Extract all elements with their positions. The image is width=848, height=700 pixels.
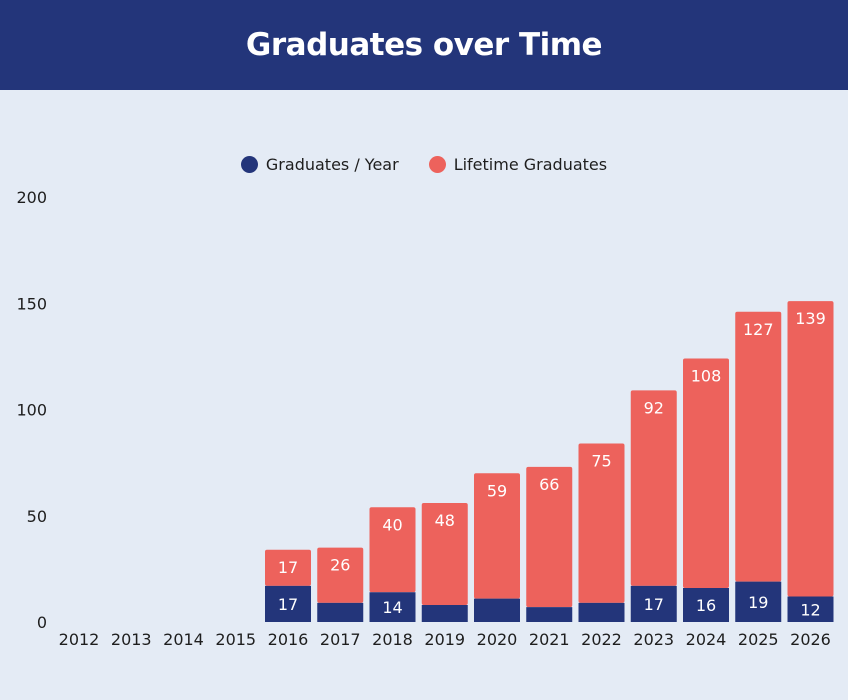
x-tick-label: 2012 — [59, 630, 100, 649]
lifetime-bar — [578, 443, 625, 603]
lifetime-data-label: 92 — [644, 398, 664, 417]
lifetime-bar — [683, 358, 729, 588]
lifetime-data-label: 127 — [743, 320, 774, 339]
lifetime-data-label: 66 — [539, 475, 559, 494]
chart-title: Graduates over Time — [245, 27, 603, 63]
legend-item-lifetime-graduates: Lifetime Graduates — [428, 155, 608, 174]
lifetime-bar — [787, 301, 834, 597]
per-year-bar — [735, 581, 782, 622]
x-tick-label: 2014 — [163, 630, 204, 649]
per-year-data-label: 14 — [382, 598, 402, 617]
lifetime-data-label: 17 — [278, 558, 298, 577]
lifetime-bar — [265, 549, 311, 586]
x-tick-label: 2022 — [581, 630, 622, 649]
x-tick-label: 2019 — [424, 630, 465, 649]
lifetime-bar — [421, 503, 468, 605]
x-tick-label: 2016 — [268, 630, 309, 649]
per-year-data-label: 12 — [800, 600, 820, 619]
x-tick-label: 2023 — [633, 630, 674, 649]
lifetime-data-label: 48 — [435, 511, 455, 530]
lifetime-data-label: 40 — [382, 515, 402, 534]
x-tick-label: 2018 — [372, 630, 413, 649]
legend-label-lifetime-graduates: Lifetime Graduates — [453, 155, 608, 174]
lifetime-bar — [735, 311, 782, 582]
legend-label-graduates-per-year: Graduates / Year — [265, 155, 399, 174]
per-year-bar — [369, 592, 416, 622]
y-tick-label: 0 — [37, 613, 47, 632]
per-year-bar — [630, 585, 677, 622]
y-tick-label: 150 — [16, 294, 47, 313]
legend-dot-lifetime-graduates — [428, 156, 446, 173]
per-year-bar — [474, 598, 520, 622]
per-year-data-label: 17 — [644, 595, 664, 614]
lifetime-data-label: 108 — [691, 367, 722, 386]
chart-legend: Graduates / Year Lifetime Graduates — [0, 155, 848, 174]
x-tick-label: 2013 — [111, 630, 152, 649]
x-tick-label: 2025 — [738, 630, 779, 649]
per-year-data-label: 16 — [696, 596, 716, 615]
lifetime-bar — [369, 507, 416, 593]
per-year-bar — [317, 602, 364, 622]
y-tick-label: 200 — [16, 188, 47, 207]
x-tick-label: 2020 — [477, 630, 518, 649]
per-year-bar — [578, 602, 625, 622]
x-tick-label: 2024 — [686, 630, 727, 649]
per-year-bar — [421, 605, 468, 622]
x-tick-label: 2021 — [529, 630, 570, 649]
lifetime-bar — [474, 473, 520, 599]
legend-dot-graduates-per-year — [240, 156, 258, 173]
legend-item-graduates-per-year: Graduates / Year — [240, 155, 399, 174]
lifetime-bar — [630, 390, 677, 586]
per-year-data-label: 17 — [278, 595, 298, 614]
lifetime-data-label: 75 — [591, 452, 611, 471]
x-tick-label: 2017 — [320, 630, 361, 649]
chart-header: Graduates over Time — [0, 0, 848, 90]
lifetime-bar — [317, 547, 364, 603]
lifetime-data-label: 139 — [795, 309, 826, 328]
per-year-bar — [683, 588, 729, 622]
lifetime-bar — [526, 466, 573, 608]
per-year-bar — [787, 596, 834, 622]
lifetime-data-label: 59 — [487, 481, 507, 500]
x-tick-label: 2026 — [790, 630, 831, 649]
per-year-bar — [526, 607, 573, 622]
y-tick-label: 100 — [16, 401, 47, 420]
per-year-data-label: 19 — [748, 593, 768, 612]
x-tick-label: 2015 — [215, 630, 256, 649]
lifetime-data-label: 26 — [330, 556, 350, 575]
per-year-bar — [265, 585, 311, 622]
y-tick-label: 50 — [27, 507, 47, 526]
